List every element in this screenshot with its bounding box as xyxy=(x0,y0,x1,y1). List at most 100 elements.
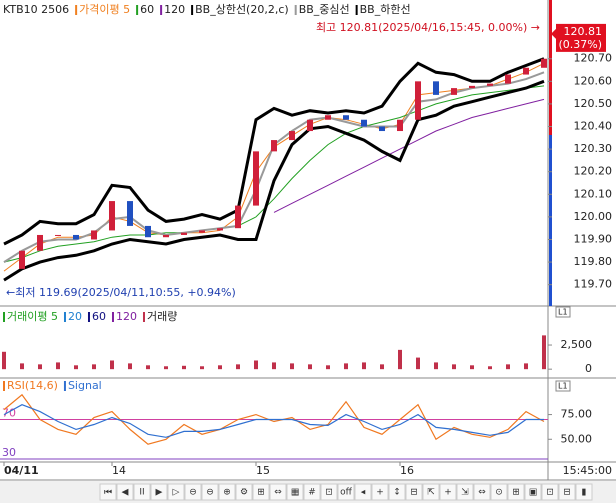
toolbar-icon: ⊙ xyxy=(495,488,503,498)
y-tick-label: 50.00 xyxy=(561,432,593,445)
toolbar-button[interactable] xyxy=(388,483,406,501)
volume-bar xyxy=(488,366,492,370)
rsi-line xyxy=(3,393,545,445)
toolbar-button[interactable] xyxy=(575,483,593,501)
legend-label: BB_상한선(20,2,c) xyxy=(195,3,289,16)
volume-bar xyxy=(308,364,312,370)
toolbar-button[interactable] xyxy=(269,483,287,501)
candle xyxy=(163,234,169,238)
legend-label: 60 xyxy=(140,3,154,16)
legend-label: BB_중심선 xyxy=(299,3,350,16)
candle xyxy=(433,81,439,95)
legend-label: 가격이평 5 xyxy=(79,3,130,16)
y-tick-label: 119.90 xyxy=(574,232,613,245)
toolbar-icon: ⇱ xyxy=(427,488,435,498)
band-label: 70 xyxy=(2,407,16,420)
toolbar-icon: ⊟ xyxy=(410,488,418,498)
toolbar-button[interactable] xyxy=(303,483,321,501)
toolbar-icon: ◀ xyxy=(122,488,129,498)
toolbar-button[interactable] xyxy=(150,483,168,501)
toolbar-icon: ⇔ xyxy=(274,488,282,498)
toolbar-button[interactable] xyxy=(337,483,355,501)
y-tick-label: 120.70 xyxy=(574,52,613,65)
candle xyxy=(469,85,475,89)
candle xyxy=(271,140,277,152)
toolbar-button[interactable] xyxy=(133,483,151,501)
legend-label: KTB10 2506 xyxy=(3,3,69,16)
toolbar-icon: ⊞ xyxy=(257,488,265,498)
volume-bar xyxy=(56,362,60,370)
toolbar-icon: ⊟ xyxy=(563,488,571,498)
toolbar-button[interactable] xyxy=(422,483,440,501)
x-tick-label: 14 xyxy=(112,464,126,477)
toolbar-icon: ▦ xyxy=(291,488,300,498)
legend-label: 120 xyxy=(116,310,137,323)
toolbar-icon: ⏮ xyxy=(104,488,112,498)
toolbar-button[interactable] xyxy=(218,483,236,501)
toolbar-button[interactable] xyxy=(252,483,270,501)
legend-swatch xyxy=(75,5,78,15)
annotation-low: ←최저 119.69(2025/04/11,10:55, +0.94%) xyxy=(6,286,236,299)
volume-bar xyxy=(164,366,168,370)
panel-tag-label: L1 xyxy=(558,308,568,317)
toolbar-icon: ▮ xyxy=(582,488,587,498)
legend-swatch xyxy=(355,5,358,15)
toolbar-button[interactable] xyxy=(184,483,202,501)
toolbar-icon: ⊡ xyxy=(325,488,333,498)
candle xyxy=(307,119,313,132)
toolbar-button[interactable] xyxy=(439,483,457,501)
toolbar-button[interactable] xyxy=(201,483,219,501)
legend-swatch xyxy=(191,5,194,15)
candle xyxy=(379,126,385,132)
toolbar-button[interactable] xyxy=(116,483,134,501)
candle xyxy=(487,83,493,86)
toolbar-button[interactable] xyxy=(541,483,559,501)
legend-swatch xyxy=(136,5,139,15)
price-range-bar xyxy=(549,0,552,135)
toolbar-icon: ⇔ xyxy=(478,488,486,498)
volume-bar xyxy=(506,364,510,370)
toolbar-button[interactable] xyxy=(167,483,185,501)
toolbar-button[interactable] xyxy=(507,483,525,501)
toolbar-button[interactable] xyxy=(320,483,338,501)
toolbar-button[interactable] xyxy=(473,483,491,501)
last-price-label: 120.81 xyxy=(564,25,603,38)
candle xyxy=(235,205,241,229)
volume-bar xyxy=(362,362,366,370)
toolbar-icon: + xyxy=(376,488,384,498)
candle xyxy=(505,74,511,84)
toolbar-button[interactable] xyxy=(371,483,389,501)
volume-bar xyxy=(200,366,204,370)
volume-bar xyxy=(128,363,132,370)
toolbar-button[interactable] xyxy=(524,483,542,501)
y-tick-label: 120.00 xyxy=(574,210,613,223)
volume-bar xyxy=(236,364,240,370)
toolbar-button[interactable] xyxy=(99,483,117,501)
volume-bar xyxy=(92,364,96,370)
toolbar-icon: ⊖ xyxy=(189,488,197,498)
volume-bar xyxy=(524,363,528,370)
toolbar-button[interactable] xyxy=(235,483,253,501)
legend-swatch xyxy=(294,5,297,15)
toolbar-button[interactable] xyxy=(354,483,372,501)
candle xyxy=(253,151,259,206)
x-tick-label: 16 xyxy=(400,464,414,477)
legend-label: RSI(14,6) xyxy=(7,379,58,392)
y-tick-label: 75.00 xyxy=(561,408,593,421)
toolbar-icon: ↕ xyxy=(393,488,401,498)
y-tick-label: 120.50 xyxy=(574,97,613,110)
legend-swatch xyxy=(3,381,5,391)
y-tick-label: 120.30 xyxy=(574,142,613,155)
volume-bar xyxy=(146,365,150,370)
toolbar-button[interactable] xyxy=(405,483,423,501)
toolbar-button[interactable] xyxy=(558,483,576,501)
toolbar-button[interactable] xyxy=(286,483,304,501)
toolbar-button[interactable] xyxy=(490,483,508,501)
candle xyxy=(73,234,79,240)
candle xyxy=(127,201,133,226)
volume-bar xyxy=(434,362,438,370)
volume-bar xyxy=(254,360,258,370)
toolbar-icon: # xyxy=(308,488,316,498)
candle xyxy=(343,115,349,120)
toolbar-button[interactable] xyxy=(456,483,474,501)
